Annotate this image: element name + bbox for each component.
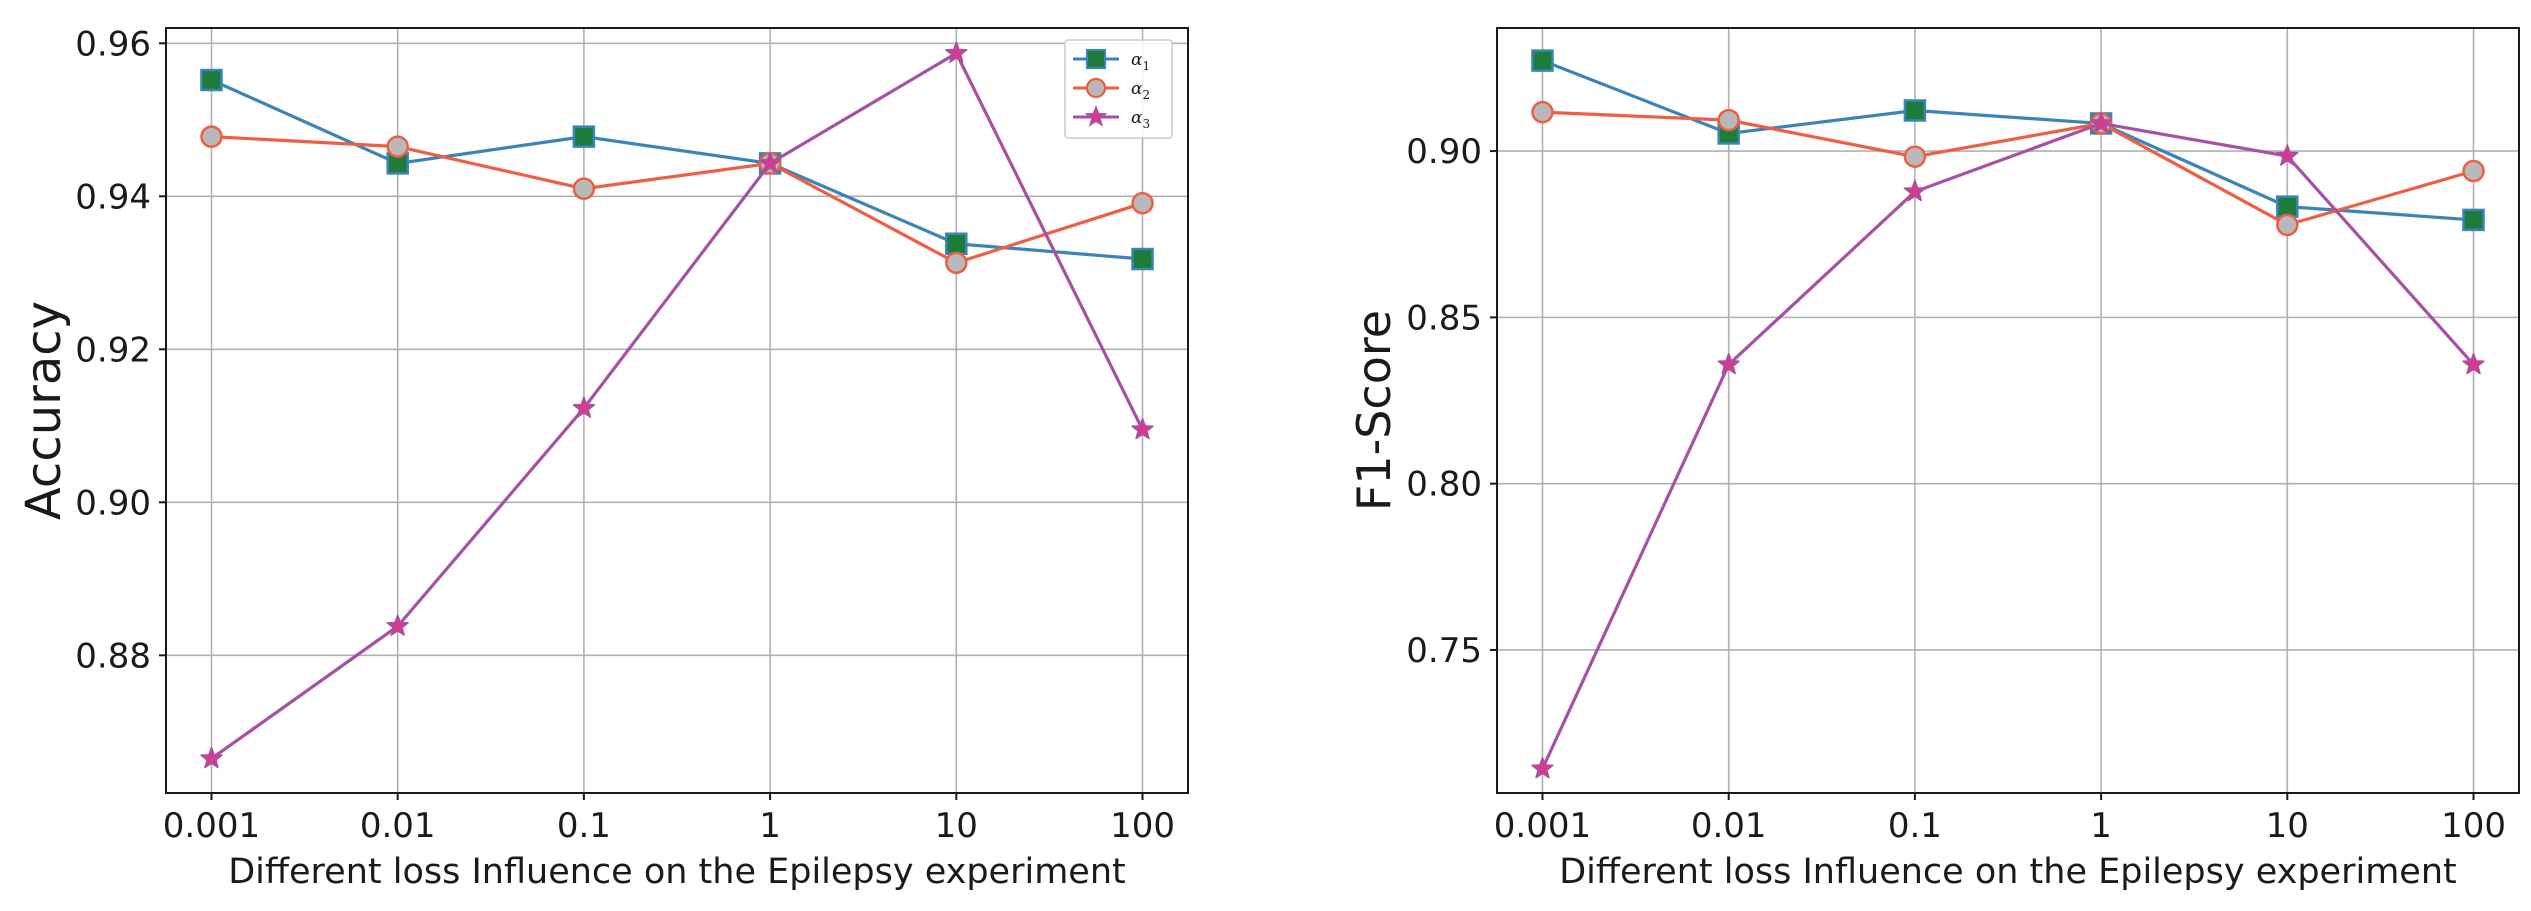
chart0-legend-label-1: α2 xyxy=(1131,79,1150,102)
chart-panel-1: 0.001 0.01 0.1 1 10 100 0.75 0.80 0.85 0.90 Differ… xyxy=(1347,27,2520,892)
chart0-series-line-1 xyxy=(211,135,1144,265)
chart1-marker-square-s0-p4 xyxy=(2276,195,2299,218)
chart1-xtick-label-2: 0.1 xyxy=(1888,806,1942,846)
chart0-marker-star-s2-p2 xyxy=(572,396,596,418)
chart0-marker-square-s0-p2 xyxy=(572,125,596,148)
chart0-marker-circle-s1-p5 xyxy=(1131,191,1154,215)
chart0-ytick-label-2: 0.92 xyxy=(75,330,151,370)
chart1-ytick-label-0: 0.75 xyxy=(1406,631,1482,671)
chart0-marker-star-s2-p1 xyxy=(386,614,409,636)
chart0-legend-marker-2 xyxy=(1084,105,1108,127)
chart1-marker-star-s2-p3 xyxy=(2089,111,2113,134)
chart0-xtick-label-5: 100 xyxy=(1110,806,1175,846)
chart0-xtick-label-0: 0.001 xyxy=(163,806,260,846)
chart0-ytick-label-1: 0.90 xyxy=(75,483,151,523)
chart0-marker-square-s0-p4 xyxy=(945,232,968,255)
chart1-marker-square-s0-p2 xyxy=(1903,99,1927,122)
chart1-marker-star-s2-p2 xyxy=(1903,179,1927,202)
chart1-xtick-label-5: 100 xyxy=(2441,806,2506,846)
chart1-series-line-0 xyxy=(1541,59,2474,222)
chart1-xtick-label-4: 10 xyxy=(2266,806,2309,846)
chart0-series-line-0 xyxy=(210,78,1143,261)
chart1-marker-square-s0-p5 xyxy=(2462,208,2485,232)
chart0-legend-label-2: α3 xyxy=(1131,108,1150,131)
chart0-legend: α1 α2 α3 xyxy=(1064,39,1173,139)
chart0-xtick-label-2: 0.1 xyxy=(557,806,611,846)
chart1-ytick-label-1: 0.80 xyxy=(1406,465,1482,505)
chart1-ytick-label-2: 0.85 xyxy=(1406,298,1482,338)
chart1-marker-circle-s1-p1 xyxy=(1717,108,1740,132)
chart1-xtick-label-1: 0.01 xyxy=(1691,806,1767,846)
chart0-marker-square-s0-p5 xyxy=(1131,247,1154,271)
chart0-legend-marker-0 xyxy=(1085,48,1107,70)
chart1-xtick-label-0: 0.001 xyxy=(1494,806,1591,846)
chart0-series-line-2 xyxy=(210,51,1144,760)
chart1-series-line-2 xyxy=(1541,121,2475,770)
chart0-legend-label-0: α1 xyxy=(1131,50,1150,73)
chart0-legend-marker-1 xyxy=(1085,77,1107,99)
chart0-ytick-label-4: 0.96 xyxy=(75,24,151,64)
chart1-series-line-1 xyxy=(1542,110,2474,227)
chart1-x-axis-label: Different loss Influence on the Epilepsy… xyxy=(1559,852,2457,892)
chart1-marker-circle-s1-p4 xyxy=(2276,213,2299,237)
chart0-xtick-label-4: 10 xyxy=(935,806,978,846)
chart-panel-0: 0.001 0.01 0.1 1 10 100 0.88 0.90 0.92 0.94 0.96 Di… xyxy=(16,24,1189,892)
chart0-marker-star-s2-p3 xyxy=(758,151,782,174)
chart0-marker-circle-s1-p2 xyxy=(572,177,596,200)
chart1-ytick-label-3: 0.90 xyxy=(1406,132,1482,172)
chart0-marker-circle-s1-p0 xyxy=(200,125,223,148)
chart0-y-axis-label: Accuracy xyxy=(16,301,72,520)
chart1-plot-frame xyxy=(1496,27,2520,794)
chart0-marker-circle-s1-p1 xyxy=(386,135,409,158)
chart1-marker-circle-s1-p0 xyxy=(1531,100,1554,124)
chart0-x-axis-label: Different loss Influence on the Epilepsy… xyxy=(228,852,1126,892)
chart0-xtick-label-1: 0.01 xyxy=(360,806,436,846)
chart1-marker-circle-s1-p2 xyxy=(1903,145,1927,168)
chart1-marker-star-s2-p1 xyxy=(1717,352,1740,375)
chart1-marker-circle-s1-p5 xyxy=(2462,159,2485,183)
chart0-marker-star-s2-p0 xyxy=(200,746,223,769)
chart0-plot-frame xyxy=(165,27,1189,794)
chart0-marker-square-s0-p0 xyxy=(200,68,223,92)
chart0-ytick-label-3: 0.94 xyxy=(75,177,151,217)
chart1-marker-square-s0-p0 xyxy=(1531,49,1554,72)
chart1-marker-star-s2-p4 xyxy=(2276,144,2299,166)
chart0-xtick-label-3: 1 xyxy=(759,806,781,846)
chart1-xtick-label-3: 1 xyxy=(2090,806,2112,846)
chart0-marker-circle-s1-p4 xyxy=(945,251,968,275)
chart1-y-axis-label: F1-Score xyxy=(1347,310,1401,511)
chart1-marker-star-s2-p0 xyxy=(1531,756,1554,779)
chart0-ytick-label-0: 0.88 xyxy=(75,636,151,676)
chart0-marker-star-s2-p4 xyxy=(945,41,968,63)
chart1-marker-star-s2-p5 xyxy=(2462,352,2485,375)
chart0-marker-star-s2-p5 xyxy=(1131,417,1154,440)
